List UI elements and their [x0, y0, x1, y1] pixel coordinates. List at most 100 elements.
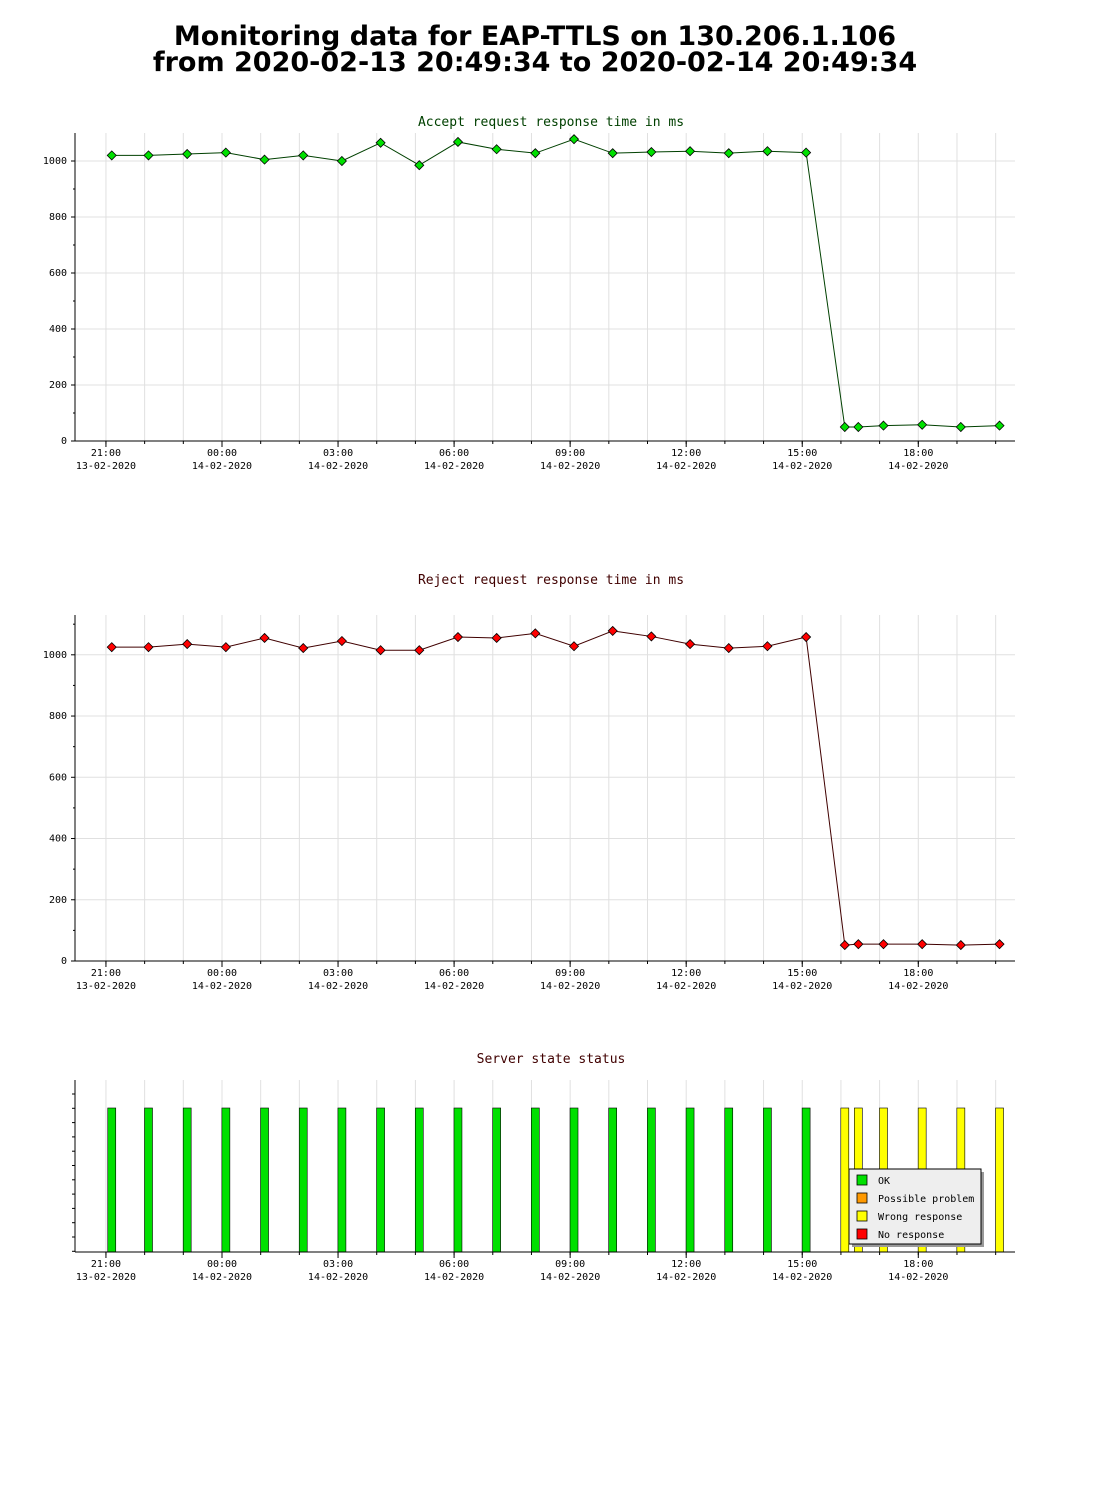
data-point [762, 641, 773, 652]
legend-swatch [856, 1210, 868, 1222]
x-tick-date-label: 14-02-2020 [308, 1272, 368, 1283]
x-tick-time-label: 00:00 [207, 1259, 237, 1270]
x-tick-date-label: 14-02-2020 [424, 981, 484, 992]
state-bar [685, 1107, 695, 1253]
x-tick-date-label: 14-02-2020 [424, 1272, 484, 1283]
x-tick-date-label: 14-02-2020 [192, 461, 252, 472]
chart-title: Server state status [477, 1052, 626, 1067]
state-bar [840, 1107, 850, 1253]
y-tick-label: 0 [61, 436, 67, 447]
x-tick-time-label: 12:00 [671, 968, 701, 979]
x-tick-time-label: 03:00 [323, 1259, 353, 1270]
data-point [762, 146, 773, 157]
data-point [839, 940, 850, 951]
data-point [917, 939, 928, 950]
x-tick-time-label: 12:00 [671, 448, 701, 459]
data-point [106, 150, 117, 161]
data-point [684, 639, 696, 650]
x-tick-date-label: 14-02-2020 [656, 981, 716, 992]
state-bar [569, 1107, 579, 1253]
state-bar [414, 1107, 424, 1253]
x-tick-time-label: 06:00 [439, 448, 469, 459]
x-tick-time-label: 12:00 [671, 1259, 701, 1270]
x-tick-date-label: 14-02-2020 [772, 461, 832, 472]
data-point [143, 642, 154, 653]
x-tick-time-label: 18:00 [903, 1259, 933, 1270]
series-line [111, 138, 1000, 428]
data-point [106, 642, 117, 653]
y-tick-label: 600 [49, 268, 67, 279]
data-point [452, 631, 464, 643]
x-tick-time-label: 15:00 [787, 1259, 817, 1270]
x-tick-time-label: 06:00 [439, 968, 469, 979]
data-point [182, 148, 193, 160]
state-bar [531, 1107, 540, 1253]
state-bar [763, 1107, 772, 1253]
data-point [607, 625, 618, 636]
data-point [853, 939, 864, 950]
data-point [259, 154, 270, 165]
y-tick-label: 0 [61, 956, 67, 967]
x-tick-time-label: 09:00 [555, 968, 585, 979]
data-point [723, 148, 734, 159]
x-tick-date-label: 14-02-2020 [540, 1272, 600, 1283]
x-tick-time-label: 18:00 [903, 968, 933, 979]
data-point [955, 421, 966, 433]
state-bar [182, 1107, 192, 1253]
data-point [801, 631, 812, 643]
state-bar [647, 1107, 656, 1253]
data-point [414, 645, 425, 656]
state-bar [260, 1107, 269, 1253]
x-tick-date-label: 14-02-2020 [540, 981, 600, 992]
data-point [452, 136, 464, 148]
state-bar [995, 1107, 1004, 1253]
x-tick-time-label: 21:00 [91, 1259, 121, 1270]
data-point [994, 939, 1005, 950]
data-point [955, 940, 966, 951]
x-tick-date-label: 14-02-2020 [308, 981, 368, 992]
x-tick-date-label: 14-02-2020 [424, 461, 484, 472]
y-tick-label: 600 [49, 772, 67, 783]
state-bar [453, 1107, 463, 1253]
data-point [530, 628, 541, 639]
x-tick-time-label: 21:00 [91, 448, 121, 459]
state-bar [376, 1107, 385, 1253]
data-point [182, 639, 193, 650]
data-point [491, 632, 502, 644]
state-bar [801, 1107, 811, 1253]
x-tick-date-label: 14-02-2020 [540, 461, 600, 472]
state-bar [492, 1107, 501, 1253]
legend-swatch [856, 1192, 868, 1204]
data-point [839, 421, 850, 433]
data-point [298, 150, 309, 161]
x-tick-date-label: 14-02-2020 [192, 981, 252, 992]
data-point [530, 148, 541, 159]
data-point [220, 147, 231, 158]
y-tick-label: 1000 [43, 156, 67, 167]
data-point [646, 631, 657, 642]
x-tick-time-label: 18:00 [903, 448, 933, 459]
x-tick-time-label: 03:00 [323, 448, 353, 459]
x-tick-time-label: 15:00 [787, 968, 817, 979]
data-point [143, 150, 154, 161]
page-title-line2: from 2020-02-13 20:49:34 to 2020-02-14 2… [152, 47, 918, 78]
legend-label: OK [878, 1176, 890, 1187]
y-tick-label: 200 [49, 895, 67, 906]
data-point [646, 146, 657, 158]
legend-label: Possible problem [878, 1194, 974, 1205]
data-point [336, 635, 347, 647]
series-line [111, 630, 1000, 946]
x-tick-date-label: 14-02-2020 [772, 1272, 832, 1283]
data-point [375, 645, 386, 656]
data-point [801, 147, 812, 158]
x-tick-time-label: 21:00 [91, 968, 121, 979]
data-point [994, 420, 1005, 431]
data-point [878, 420, 889, 431]
state-bar [298, 1107, 308, 1253]
data-point [853, 421, 864, 433]
x-tick-date-label: 14-02-2020 [656, 1272, 716, 1283]
x-tick-date-label: 14-02-2020 [888, 981, 948, 992]
x-tick-time-label: 03:00 [323, 968, 353, 979]
data-point [568, 134, 580, 145]
page-title-line1: Monitoring data for EAP-TTLS on 130.206.… [173, 21, 897, 52]
